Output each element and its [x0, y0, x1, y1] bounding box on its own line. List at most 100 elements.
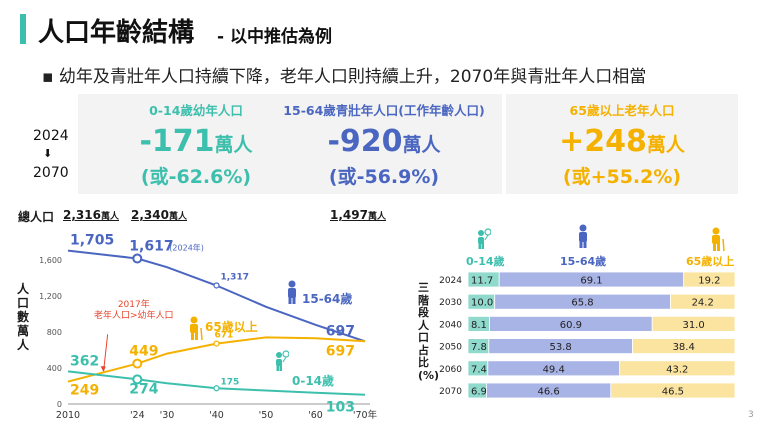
total-2010: 2,316萬人 [63, 208, 119, 222]
x-tick-label: 2010 [56, 410, 80, 421]
bar-value-label: 19.2 [698, 276, 720, 287]
bar-value-label: 46.6 [537, 387, 559, 398]
bar-legend-0-14: 0-14歲 [466, 255, 505, 268]
down-arrow-icon: ⬇ [43, 147, 53, 160]
bar-value-label: 7.8 [471, 342, 487, 353]
card-value: -171 [139, 124, 215, 159]
bar-value-label: 10.0 [471, 298, 493, 309]
card-value-row: +248萬人 [506, 124, 738, 159]
data-label: 697 [326, 343, 355, 359]
annotation-arrowhead [100, 366, 106, 373]
person-icon-blue [576, 224, 590, 252]
year-end: 2070 [33, 165, 69, 181]
data-label: 1,705 [70, 233, 114, 249]
bar-category-label: 2060 [439, 365, 462, 375]
bar-legend-65-plus: 65歲以上 [686, 255, 735, 268]
total-population-label: 總人口 [18, 210, 55, 224]
bar-category-label: 2050 [439, 343, 462, 353]
data-point [213, 340, 220, 347]
data-label: 1,617 [129, 238, 173, 254]
annotation-line2: 老年人口>幼年人口 [94, 311, 174, 321]
line-chart-ylabel: 人口數萬人 [17, 282, 30, 352]
bar-segment [619, 360, 736, 377]
card-age-65-plus: 65歲以上老年人口 +248萬人 (或+55.2%) [506, 94, 738, 194]
bar-category-label: 2040 [439, 320, 462, 330]
bar-category-label: 2030 [439, 298, 462, 308]
bar-segment [632, 338, 736, 354]
series-label-15-64: 15-64歲 [302, 292, 353, 306]
total-2024: 2,340萬人 [131, 208, 187, 222]
bar-value-label: 38.4 [673, 342, 695, 353]
year-start: 2024 [33, 128, 69, 144]
y-tick-label: 1,200 [39, 292, 62, 301]
series-label-65-plus: 65歲以上 [205, 320, 258, 334]
bar-value-label: 6.9 [471, 387, 487, 398]
data-label: 1,317 [221, 272, 249, 282]
bar-value-label: 69.1 [580, 276, 602, 287]
total-value: 1,497 [330, 208, 368, 222]
card-unit: 萬人 [402, 134, 441, 156]
x-tick-label: '60 [308, 410, 323, 421]
series-label-0-14: 0-14歲 [292, 374, 335, 388]
card-percent: (或-56.9%) [328, 166, 440, 188]
y-tick-label: 400 [47, 364, 62, 373]
card-value: +248 [559, 124, 647, 159]
elder-icon-orange [186, 316, 204, 344]
y-tick-label: 0 [57, 400, 62, 409]
bar-value-label: 65.8 [571, 298, 593, 309]
elder-icon-orange [708, 227, 726, 255]
bar-segment [683, 271, 736, 288]
data-label: 697 [326, 323, 355, 339]
x-tick-label: '24 [130, 410, 145, 421]
bar-category-label: 2070 [439, 387, 462, 397]
x-tick-label: '50 [259, 410, 274, 421]
total-value: 2,340 [131, 208, 169, 222]
card-title: 0-14歲幼年人口 [149, 103, 243, 118]
bar-segment [610, 382, 736, 399]
x-tick-label: '30 [160, 410, 175, 421]
child-icon-teal [273, 350, 290, 376]
data-point [132, 253, 143, 264]
total-unit: 萬人 [168, 212, 187, 222]
bar-value-label: 49.4 [543, 364, 565, 375]
data-label: 274 [129, 381, 158, 397]
card-value-row: -920萬人 [266, 124, 502, 159]
data-label: 362 [70, 353, 99, 369]
total-unit: 萬人 [100, 212, 119, 222]
page-number: 3 [748, 410, 754, 420]
data-point [213, 282, 220, 289]
bar-segment [651, 316, 736, 332]
data-point [132, 358, 143, 369]
card-percent: (或-62.6%) [140, 166, 252, 188]
point-note: (2024年) [169, 242, 204, 252]
crossover-annotation: 2017年 老年人口>幼年人口 [94, 300, 174, 322]
data-label: 249 [70, 383, 99, 399]
y-tick-label: 1,600 [39, 256, 62, 265]
title-accent-bar [20, 14, 26, 44]
bar-category-label: 2024 [439, 276, 462, 286]
total-unit: 萬人 [367, 212, 386, 222]
data-label: 671 [215, 331, 234, 341]
bar-chart-ylabel: 三階段人口占比(%) [418, 281, 440, 382]
data-point [213, 385, 220, 392]
page-title: 人口年齡結構 [38, 18, 195, 48]
child-icon-teal [475, 228, 492, 254]
bar-value-label: 43.2 [666, 364, 688, 375]
bar-value-label: 8.1 [471, 320, 487, 331]
data-point [132, 374, 143, 385]
card-percent: (或+55.2%) [562, 166, 682, 188]
bar-value-label: 60.9 [560, 320, 582, 331]
bar-segment [669, 293, 736, 310]
y-tick-label: 800 [47, 328, 62, 337]
bar-value-label: 46.5 [662, 387, 684, 398]
person-icon-blue [285, 280, 299, 308]
bar-value-label: 53.8 [549, 342, 571, 353]
bar-value-label: 7.4 [471, 364, 487, 375]
card-unit: 萬人 [214, 134, 253, 156]
annotation-line1: 2017年 [117, 300, 150, 310]
bar-value-label: 31.0 [682, 320, 704, 331]
data-label: 103 [326, 400, 355, 416]
total-value: 2,316 [63, 208, 101, 222]
population-share-bar-chart: 2024 11.7 69.1 19.2 2030 10.0 65.8 24.2 2040 8.1 6… [439, 271, 736, 399]
card-value: -920 [327, 124, 403, 159]
